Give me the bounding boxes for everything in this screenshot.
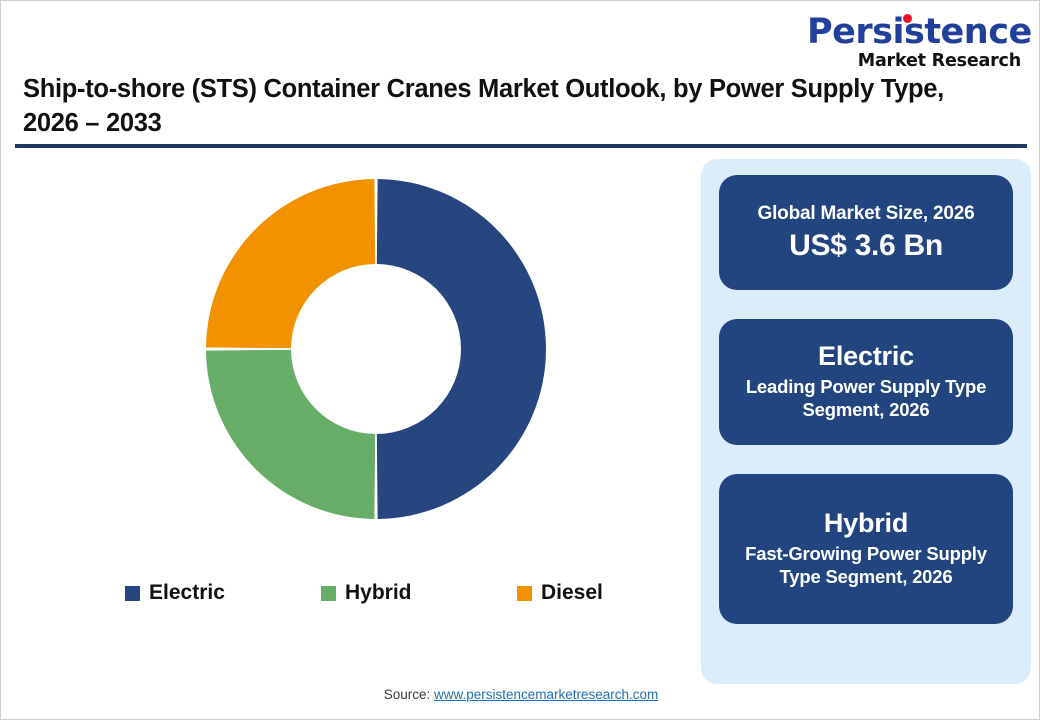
brand-logo: Persistence Market Research — [807, 14, 1032, 71]
stat-card-fastest-segment-name: Hybrid — [823, 507, 909, 538]
stat-card-market-size: Global Market Size, 2026 US$ 3.6 Bn — [719, 175, 1013, 290]
stats-side-panel: Global Market Size, 2026 US$ 3.6 Bn Elec… — [701, 159, 1031, 684]
legend-swatch-diesel — [517, 585, 532, 601]
chart-legend: Electric Hybrid Diesel — [125, 581, 635, 605]
stat-card-leading-segment: Electric Leading Power Supply Type Segme… — [719, 319, 1013, 445]
source-line: Source: www.persistencemarketresearch.co… — [1, 687, 1039, 702]
brand-logo-main-text: Persistence — [807, 12, 1032, 52]
red-dot-icon — [903, 14, 912, 23]
page-title: Ship-to-shore (STS) Container Cranes Mar… — [23, 75, 944, 137]
brand-logo-subtitle: Market Research — [857, 51, 1021, 71]
donut-chart-svg — [206, 179, 546, 519]
stat-card-leading-segment-name: Electric — [818, 340, 914, 371]
legend-item-diesel[interactable]: Diesel — [517, 581, 603, 605]
donut-slice-electric[interactable] — [376, 179, 546, 519]
stat-card-market-size-label: Global Market Size, 2026 — [757, 202, 975, 224]
stat-card-fastest-segment: Hybrid Fast-Growing Power Supply Type Se… — [719, 474, 1013, 624]
donut-slice-hybrid[interactable] — [206, 349, 376, 519]
brand-logo-wordmark: Persistence — [807, 12, 1032, 52]
source-url-link[interactable]: www.persistencemarketresearch.com — [433, 687, 659, 702]
legend-label-diesel: Diesel — [541, 581, 603, 604]
donut-chart — [204, 177, 548, 521]
legend-swatch-hybrid — [321, 585, 336, 601]
legend-label-hybrid: Hybrid — [345, 581, 412, 604]
stat-card-fastest-segment-desc: Fast-Growing Power Supply Type Segment, … — [745, 542, 987, 588]
legend-swatch-electric — [125, 585, 140, 601]
donut-slice-diesel[interactable] — [206, 179, 376, 349]
title-divider — [15, 144, 1027, 148]
legend-label-electric: Electric — [149, 581, 225, 604]
stat-card-leading-segment-desc: Leading Power Supply Type Segment, 2026 — [745, 375, 987, 421]
legend-item-electric[interactable]: Electric — [125, 581, 321, 605]
donut-chart-area: Electric Hybrid Diesel — [15, 153, 687, 643]
stat-card-market-size-value: US$ 3.6 Bn — [789, 229, 943, 263]
legend-item-hybrid[interactable]: Hybrid — [321, 581, 517, 605]
source-label: Source: — [383, 687, 434, 702]
